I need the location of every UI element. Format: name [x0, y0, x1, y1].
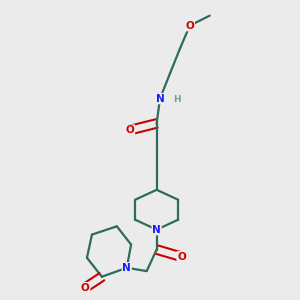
Text: O: O [81, 283, 90, 293]
Text: N: N [152, 225, 161, 235]
Text: O: O [126, 125, 134, 135]
Text: O: O [177, 252, 186, 262]
Text: N: N [122, 263, 131, 273]
Text: O: O [185, 21, 194, 31]
Text: H: H [173, 95, 181, 104]
Text: N: N [156, 94, 164, 103]
